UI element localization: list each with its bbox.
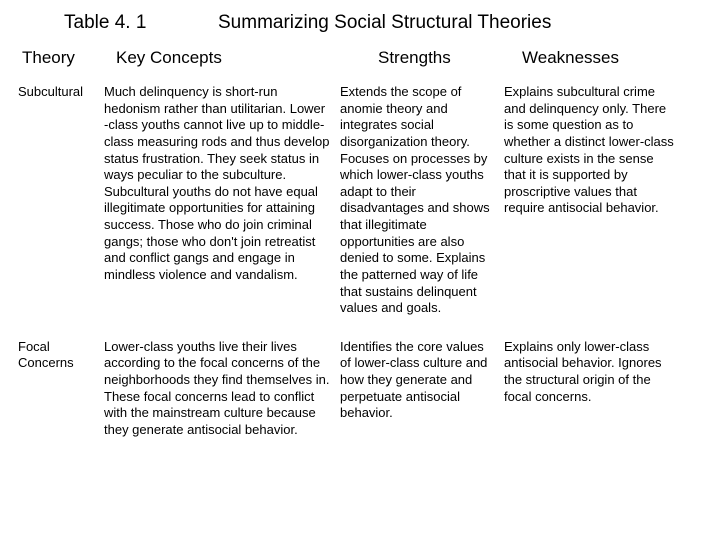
table-number: Table 4. 1 [18, 12, 198, 34]
header-row: Theory Key Concepts Strengths Weaknesses [18, 48, 702, 68]
header-key-concepts: Key Concepts [104, 48, 340, 68]
cell-key-concepts: Lower-class youths live their lives acco… [104, 339, 340, 439]
table-title: Summarizing Social Structural Theories [198, 12, 702, 34]
table-row: Focal Concerns Lower-class youths live t… [18, 339, 702, 439]
title-row: Table 4. 1 Summarizing Social Structural… [18, 12, 702, 34]
header-weaknesses: Weaknesses [504, 48, 680, 68]
page: Table 4. 1 Summarizing Social Structural… [0, 0, 720, 540]
cell-weaknesses: Explains only lower-class antisocial beh… [504, 339, 680, 406]
cell-key-concepts: Much delinquency is short-run hedonism r… [104, 84, 340, 284]
header-strengths: Strengths [340, 48, 504, 68]
table-row: Subcultural Much delinquency is short-ru… [18, 84, 702, 317]
cell-weaknesses: Explains subcultural crime and delinquen… [504, 84, 680, 217]
cell-theory: Subcultural [18, 84, 104, 101]
cell-strengths: Identifies the core values of lower-clas… [340, 339, 504, 422]
cell-theory: Focal Concerns [18, 339, 104, 372]
cell-strengths: Extends the scope of anomie theory and i… [340, 84, 504, 317]
header-theory: Theory [18, 48, 104, 68]
